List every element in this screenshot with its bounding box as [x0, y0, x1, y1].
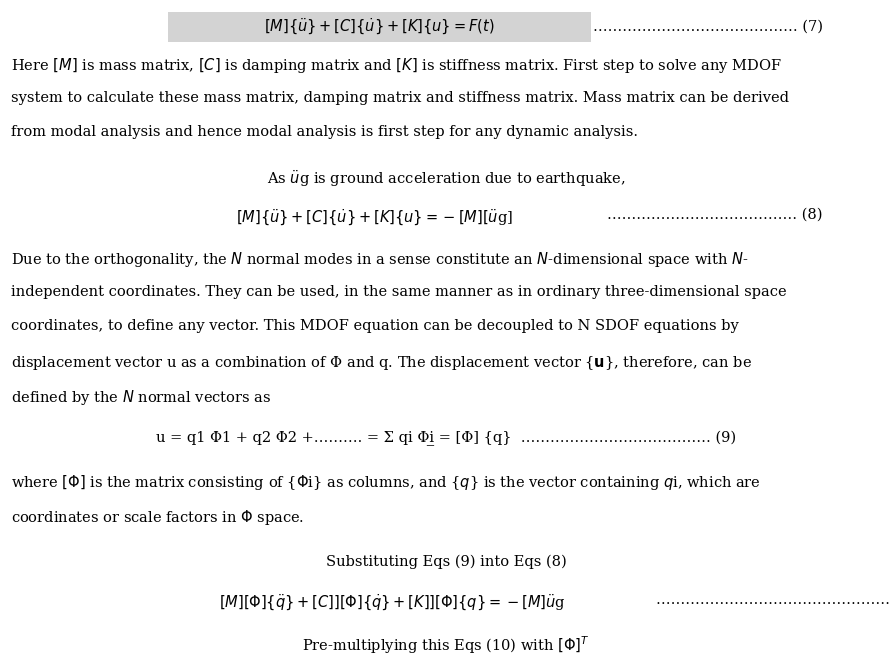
Text: Due to the orthogonality, the $N$ normal modes in a sense constitute an $N$-dime: Due to the orthogonality, the $N$ normal… [11, 250, 748, 270]
Text: where $[\Phi]$ is the matrix consisting of {$\Phi$i} as columns, and {$q$} is th: where $[\Phi]$ is the matrix consisting … [11, 473, 761, 493]
Text: defined by the $N$ normal vectors as: defined by the $N$ normal vectors as [11, 388, 271, 408]
Text: Pre-multiplying this Eqs (10) with $[\Phi]^T$: Pre-multiplying this Eqs (10) with $[\Ph… [302, 635, 590, 657]
Text: from modal analysis and hence modal analysis is first step for any dynamic analy: from modal analysis and hence modal anal… [11, 125, 638, 139]
Text: $[M]\{\ddot{u}\} + [C]\{\dot{u}\} + [K]\{u\} = F(t)$: $[M]\{\ddot{u}\} + [C]\{\dot{u}\} + [K]\… [264, 17, 494, 37]
Text: displacement vector u as a combination of Φ and q. The displacement vector {$\ma: displacement vector u as a combination o… [11, 354, 752, 372]
Text: $[M]\{\ddot{u}\} + [C]\{\dot{u}\} + [K]\{u\} = -[M][\ddot{u}$g]: $[M]\{\ddot{u}\} + [C]\{\dot{u}\} + [K]\… [236, 208, 513, 228]
Text: Substituting Eqs (9) into Eqs (8): Substituting Eqs (9) into Eqs (8) [326, 554, 566, 569]
Text: ………………………………………… (10): ………………………………………… (10) [656, 592, 892, 606]
Text: As $\ddot{u}$g is ground acceleration due to earthquake,: As $\ddot{u}$g is ground acceleration du… [267, 168, 625, 189]
Text: coordinates, to define any vector. This MDOF equation can be decoupled to N SDOF: coordinates, to define any vector. This … [11, 319, 739, 333]
Text: $[M][\Phi]\{\ddot{q}\} + [C]][\Phi]\{\dot{q}\} + [K]][\Phi]\{q\} = -[M]\ddot{u}$: $[M][\Phi]\{\ddot{q}\} + [C]][\Phi]\{\do… [219, 592, 566, 612]
Text: …………………………………… (7): …………………………………… (7) [593, 19, 823, 34]
Text: ………………………………… (8): ………………………………… (8) [607, 208, 822, 222]
FancyBboxPatch shape [168, 12, 591, 42]
Text: u = q1 Φ1 + q2 Φ2 +………. = Σ qi Φi̲ = [Φ] {q}  ………………………………… (9): u = q1 Φ1 + q2 Φ2 +………. = Σ qi Φi̲ = [Φ]… [156, 431, 736, 446]
Text: system to calculate these mass matrix, damping matrix and stiffness matrix. Mass: system to calculate these mass matrix, d… [11, 91, 789, 105]
Text: Here $[M]$ is mass matrix, $[C]$ is damping matrix and $[K]$ is stiffness matrix: Here $[M]$ is mass matrix, $[C]$ is damp… [11, 56, 781, 76]
Text: independent coordinates. They can be used, in the same manner as in ordinary thr: independent coordinates. They can be use… [11, 285, 787, 299]
Text: coordinates or scale factors in $\mathit{\Phi}$ space.: coordinates or scale factors in $\mathit… [11, 508, 304, 527]
